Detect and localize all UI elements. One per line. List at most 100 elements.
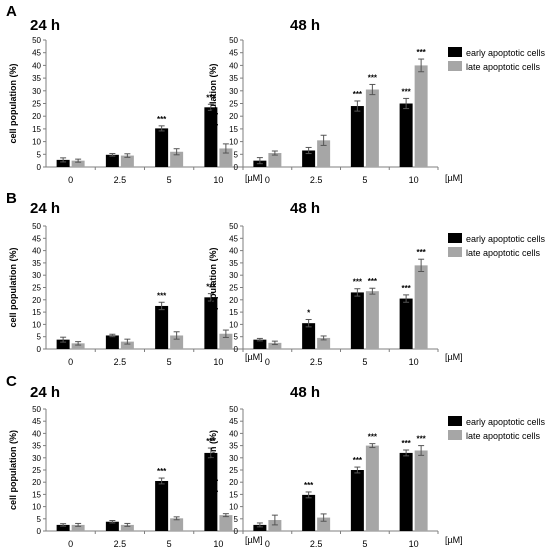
late-bar [414,65,428,167]
y-tick-label: 35 [32,442,41,451]
y-tick-label: 15 [32,490,41,499]
x-tick-label: 0 [265,357,270,367]
late-bar [120,341,134,349]
x-tick-label: 2.5 [310,539,323,549]
late-bar [414,265,428,349]
y-tick-label: 5 [37,333,42,342]
y-tick-label: 20 [229,112,238,121]
y-tick-label: 35 [32,74,41,83]
chart-title: 48 h [290,384,320,401]
y-tick-label: 15 [32,125,41,134]
chart-title: 48 h [290,17,320,34]
chart-title: 48 h [290,200,320,217]
early-bar [399,298,413,349]
y-tick-label: 0 [37,527,42,536]
late-bar [71,160,85,167]
y-tick-label: 25 [229,284,238,293]
y-tick-label: 45 [32,234,41,243]
x-tick-label: 10 [213,175,223,185]
y-tick-label: 50 [229,405,238,414]
legend-swatch-late [448,430,462,440]
significance-label: *** [416,48,426,57]
y-tick-label: 20 [32,112,41,121]
legend: early apoptotic cells late apoptotic cell… [448,47,546,72]
early-bar [204,107,218,167]
legend-swatch-late [448,247,462,257]
significance-label: *** [401,87,411,96]
chart-A-48h: 48 h cell population (%) 0 5 10 15 20 25 30 35 40 4… [208,17,546,185]
legend-swatch-early [448,47,462,57]
x-unit-label: [µM] [245,535,263,545]
legend-label-early: early apoptotic cells [466,417,546,427]
y-tick-label: 50 [32,36,41,45]
panel-letter: B [6,190,17,207]
legend-label-early: early apoptotic cells [466,234,546,244]
x-tick-label: 5 [362,175,367,185]
y-tick-label: 40 [229,61,238,70]
y-tick-label: 10 [229,138,238,147]
x-tick-label: 2.5 [114,175,127,185]
significance-label: *** [157,291,167,300]
y-tick-label: 45 [229,49,238,58]
panel-letter: C [6,373,17,390]
late-bar [219,148,233,167]
y-tick-label: 25 [32,466,41,475]
late-bar [71,343,85,349]
early-bar [350,106,364,167]
y-tick-label: 50 [32,222,41,231]
late-bar [219,515,233,531]
y-tick-label: 45 [32,49,41,58]
late-bar [120,524,134,531]
panel-letter: A [6,3,17,20]
x-unit-label: [µM] [245,352,263,362]
late-bar [268,342,282,349]
early-bar [56,524,70,531]
y-tick-label: 10 [32,320,41,329]
y-tick-label: 5 [37,515,42,524]
significance-label: *** [353,278,363,287]
early-bar [155,305,169,349]
early-bar [399,452,413,531]
chart-A-24h: A 24 h cell population (%) 0 5 10 15 20 25 30 35 40… [6,3,263,185]
y-tick-label: 40 [229,429,238,438]
y-tick-label: 5 [234,150,239,159]
significance-label: *** [206,283,216,292]
y-tick-label: 5 [234,515,239,524]
y-axis-label: cell population (%) [208,247,218,327]
early-bar [399,103,413,167]
y-tick-label: 15 [229,308,238,317]
x-tick-label: 5 [362,357,367,367]
y-tick-label: 20 [32,478,41,487]
y-tick-label: 35 [229,74,238,83]
legend-label-late: late apoptotic cells [466,431,541,441]
chart-title: 24 h [30,384,60,401]
y-axis-label: cell population (%) [8,247,18,327]
x-unit-label: [µM] [445,352,463,362]
x-unit-label: [µM] [245,173,263,183]
y-tick-label: 20 [229,296,238,305]
x-tick-label: 0 [68,357,73,367]
chart-B-48h: 48 h cell population (%) 0 5 10 15 20 25 30 35 40 4… [208,200,546,367]
x-tick-label: 2.5 [114,357,127,367]
x-tick-label: 2.5 [310,357,323,367]
y-tick-label: 35 [32,259,41,268]
y-axis-label: cell population (%) [8,430,18,510]
x-unit-label: [µM] [445,173,463,183]
significance-label: *** [368,73,378,82]
early-bar [56,339,70,349]
late-bar [170,518,184,531]
late-bar [71,524,85,531]
significance-label: *** [206,437,216,446]
y-tick-label: 25 [32,100,41,109]
significance-label: *** [157,115,167,124]
y-tick-label: 25 [229,466,238,475]
x-tick-label: 10 [409,357,419,367]
significance-label: *** [401,439,411,448]
y-axis-label: cell population (%) [208,430,218,510]
late-bar [365,291,379,349]
late-bar [317,337,331,349]
y-tick-label: 0 [234,345,239,354]
y-tick-label: 10 [32,138,41,147]
legend-swatch-early [448,233,462,243]
